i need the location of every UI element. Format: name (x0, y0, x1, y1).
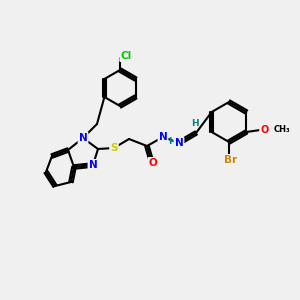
Text: O: O (148, 158, 158, 168)
Text: O: O (260, 125, 269, 135)
Text: CH₃: CH₃ (273, 125, 290, 134)
Text: Br: Br (224, 155, 238, 165)
Text: N: N (175, 138, 183, 148)
Text: N: N (159, 132, 167, 142)
Text: S: S (110, 143, 118, 153)
Text: Cl: Cl (120, 51, 132, 61)
Text: H: H (191, 119, 199, 128)
Text: N: N (88, 160, 98, 170)
Text: H: H (168, 136, 176, 146)
Text: N: N (79, 133, 87, 143)
